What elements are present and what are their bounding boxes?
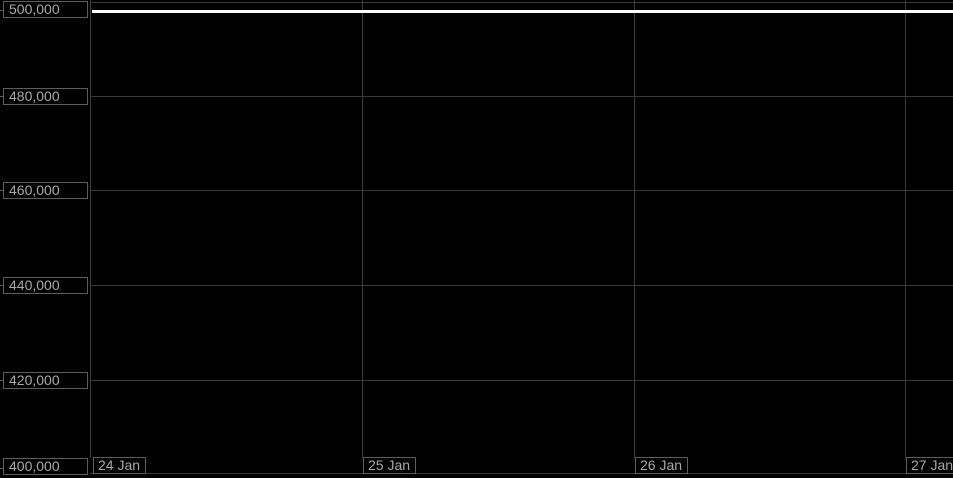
x-axis-label-26jan: 26 Jan: [635, 457, 688, 474]
series-flat-line: [92, 10, 953, 13]
h-gridline-420000: [90, 380, 953, 381]
y-tick-500000: [0, 10, 3, 11]
y-axis-label-420000: 420,000: [3, 372, 88, 389]
x-axis-label-25jan: 25 Jan: [363, 457, 416, 474]
h-gridline-460000: [90, 190, 953, 191]
y-axis-label-480000: 480,000: [3, 88, 88, 105]
v-gridline-25jan: [362, 0, 363, 458]
y-tick-480000: [0, 96, 3, 97]
y-axis-label-440000: 440,000: [3, 277, 88, 294]
chart-plot-area[interactable]: [90, 0, 953, 474]
h-gridline-440000: [90, 285, 953, 286]
h-gridline-400000: [90, 473, 953, 474]
v-gridline-26jan: [634, 0, 635, 458]
y-axis-label-500000: 500,000: [3, 1, 88, 18]
x-axis-label-24jan: 24 Jan: [93, 457, 146, 474]
y-axis-label-460000: 460,000: [3, 182, 88, 199]
y-axis-label-400000: 400,000: [3, 458, 88, 475]
x-axis-label-27jan: 27 Jan: [906, 457, 953, 474]
v-gridline-24jan: [90, 0, 91, 458]
h-gridline-500000: [90, 2, 953, 3]
y-tick-420000: [0, 380, 3, 381]
y-tick-440000: [0, 285, 3, 286]
y-tick-460000: [0, 190, 3, 191]
y-tick-400000: [0, 468, 3, 469]
v-gridline-27jan: [905, 0, 906, 458]
h-gridline-480000: [90, 96, 953, 97]
